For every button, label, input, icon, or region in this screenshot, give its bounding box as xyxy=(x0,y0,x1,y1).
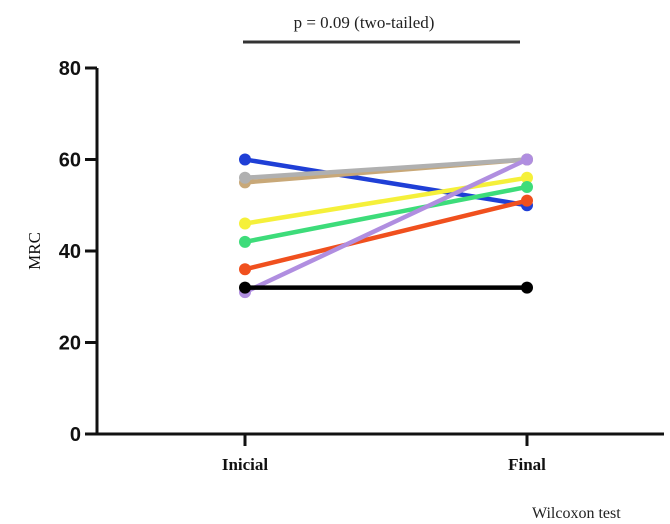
data-point xyxy=(521,153,533,166)
y-tick-label: 60 xyxy=(59,150,81,172)
y-tick-label: 20 xyxy=(59,333,81,355)
y-axis-title: MRC xyxy=(25,232,44,270)
p-value-label: p = 0.09 (two-tailed) xyxy=(294,13,435,32)
x-category-label: Final xyxy=(508,455,546,474)
y-ticks: 0 20 40 60 80 xyxy=(59,58,97,446)
series-3 xyxy=(239,171,533,230)
x-ticks: Inicial Final xyxy=(222,434,546,474)
series-7 xyxy=(239,281,533,294)
x-category-label: Inicial xyxy=(222,455,269,474)
data-point xyxy=(521,281,533,294)
y-tick-label: 0 xyxy=(70,424,81,446)
data-point xyxy=(239,217,251,230)
axes xyxy=(95,68,664,436)
series-line xyxy=(242,184,530,245)
series-line xyxy=(242,157,530,181)
test-footnote: Wilcoxon test xyxy=(532,505,621,522)
data-point xyxy=(239,171,251,184)
significance-annotation: p = 0.09 (two-tailed) xyxy=(243,13,520,44)
data-point xyxy=(239,263,251,276)
series-lines xyxy=(239,153,533,299)
data-point xyxy=(239,235,251,248)
series-line xyxy=(242,198,530,272)
y-tick-label: 40 xyxy=(59,241,81,263)
data-point xyxy=(521,180,533,193)
series-line xyxy=(242,157,530,295)
data-point xyxy=(239,153,251,166)
data-point xyxy=(521,194,533,207)
series-4 xyxy=(239,180,533,248)
data-point xyxy=(521,171,533,184)
data-point xyxy=(239,281,251,294)
series-line xyxy=(242,157,530,208)
series-5 xyxy=(239,194,533,276)
series-line xyxy=(242,175,530,226)
y-tick-label: 80 xyxy=(59,58,81,80)
